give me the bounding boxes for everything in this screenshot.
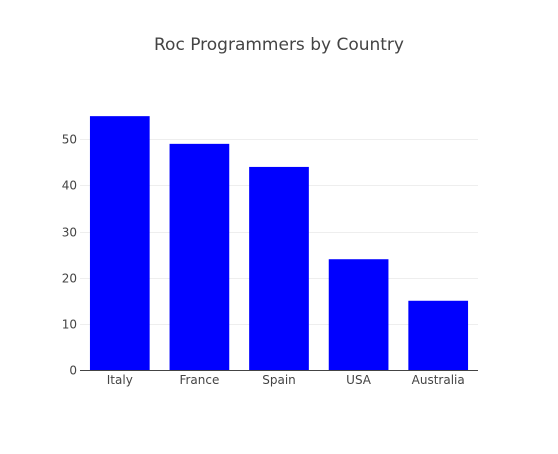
bar-spain — [249, 167, 309, 370]
bar-usa — [329, 259, 389, 370]
x-tick-label-italy: Italy — [107, 373, 133, 387]
y-tick-label-20: 20 — [62, 272, 77, 286]
bar-france — [170, 144, 230, 370]
x-tick-label-spain: Spain — [262, 373, 296, 387]
bar-australia — [408, 301, 468, 370]
chart-title: Roc Programmers by Country — [154, 35, 404, 55]
y-tick-label-0: 0 — [69, 364, 77, 378]
y-tick-label-50: 50 — [62, 133, 77, 147]
y-tick-label-30: 30 — [62, 226, 77, 240]
y-tick-label-10: 10 — [62, 318, 77, 332]
x-tick-label-usa: USA — [346, 373, 372, 387]
bar-italy — [90, 116, 150, 370]
y-tick-label-40: 40 — [62, 179, 77, 193]
bars — [90, 116, 468, 370]
x-tick-label-australia: Australia — [412, 373, 465, 387]
x-tick-labels: Italy France Spain USA Australia — [107, 373, 465, 387]
x-tick-label-france: France — [179, 373, 219, 387]
y-tick-labels: 0 10 20 30 40 50 — [62, 133, 77, 378]
